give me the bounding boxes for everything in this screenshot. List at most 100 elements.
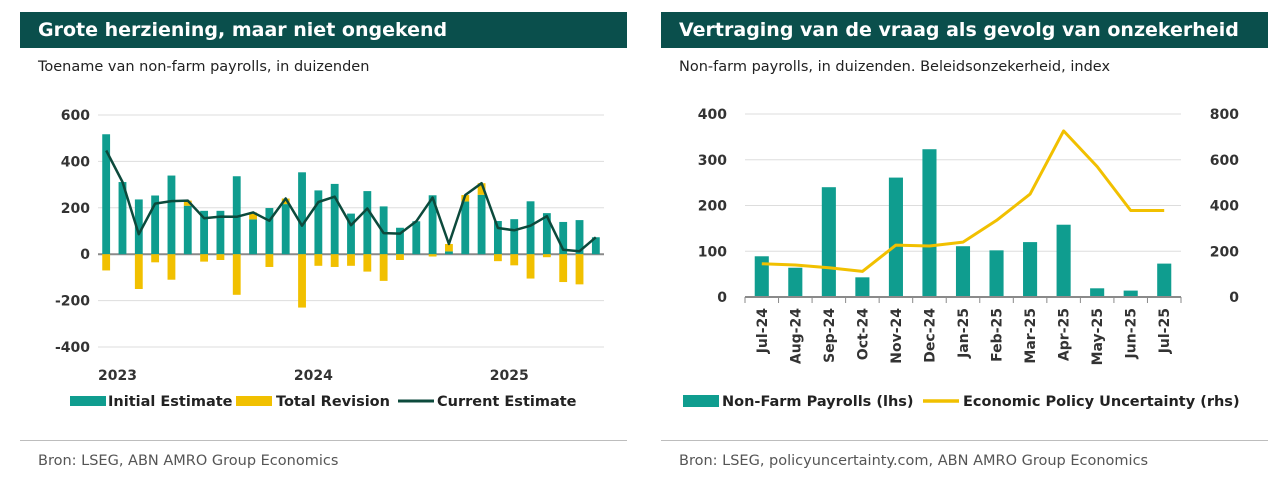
legend-initial-label: Initial Estimate: [108, 394, 233, 410]
total-revision-bar: [167, 254, 176, 280]
total-revision-bar: [330, 254, 339, 267]
initial-estimate-bar: [412, 221, 421, 255]
y-left-tick-label: 300: [698, 153, 727, 169]
y-right-tick-label: 200: [1210, 244, 1239, 260]
y-left-tick-label: 0: [717, 290, 727, 306]
total-revision-bar: [232, 254, 241, 295]
total-revision-bar: [200, 254, 209, 262]
y-tick-label: 600: [61, 108, 90, 124]
left-source: Bron: LSEG, ABN AMRO Group Economics: [38, 453, 339, 469]
initial-estimate-bar: [363, 191, 372, 255]
total-revision-bar: [347, 254, 355, 266]
total-revision-bar: [363, 254, 372, 272]
y-left-tick-label: 400: [698, 107, 727, 123]
payrolls-bar: [1023, 242, 1038, 297]
total-revision-bar: [575, 254, 584, 285]
y-tick-label: 0: [80, 247, 90, 263]
payrolls-bar: [955, 246, 971, 297]
total-revision-bar: [445, 243, 453, 252]
right-chart-svg: 0 100 200 300 400 0 200 400 600 800 Jul-24 Aug-24 Se…: [683, 107, 1240, 410]
payrolls-bar: [754, 256, 769, 297]
x-tick-label: Feb-25: [990, 308, 1006, 362]
payrolls-bar: [788, 267, 803, 297]
total-revision-bar: [526, 254, 535, 279]
initial-estimate-bar: [428, 195, 437, 255]
initial-estimate-bar: [510, 219, 519, 255]
x-tick-label: Aug-24: [788, 308, 804, 364]
initial-estimate-bar: [232, 176, 241, 255]
x-tick-label: Dec-24: [922, 308, 938, 363]
initial-estimate-bar: [216, 210, 225, 255]
legend-payrolls-swatch: [683, 395, 719, 407]
total-revision-bar: [183, 200, 192, 206]
initial-estimate-bar: [330, 183, 339, 255]
initial-estimate-bar: [347, 213, 355, 255]
initial-estimate-bar: [167, 175, 176, 255]
initial-estimate-bar: [445, 251, 453, 255]
initial-estimate-bar: [591, 237, 600, 255]
x-tick-label: 2024: [294, 368, 333, 384]
initial-estimate-bar: [379, 206, 388, 255]
total-revision-bar: [542, 254, 551, 258]
x-tick-label: Apr-25: [1057, 308, 1073, 361]
left-chart-svg: -400 -200 0 200 400 600 2023 2024 2025 Initial Es…: [55, 108, 604, 410]
total-revision-bar: [493, 254, 502, 262]
total-revision-bar: [314, 254, 323, 266]
initial-estimate-bar: [118, 182, 127, 255]
initial-estimate-bar: [526, 201, 535, 255]
legend-current-label: Current Estimate: [437, 394, 577, 410]
x-tick-label: Oct-24: [855, 308, 871, 360]
x-tick-label: 2025: [490, 368, 529, 384]
total-revision-bar: [510, 254, 519, 266]
payrolls-bar: [855, 277, 870, 297]
legend-epu-label: Economic Policy Uncertainty (rhs): [963, 394, 1240, 410]
initial-estimate-bar: [298, 172, 306, 255]
payrolls-bar: [1157, 263, 1172, 297]
right-chart-title: Vertraging van de vraag als gevolg van o…: [661, 12, 1268, 48]
epu-line: [761, 129, 1165, 273]
right-chart-panel: Vertraging van de vraag als gevolg van o…: [661, 12, 1268, 484]
total-revision-bar: [134, 254, 143, 289]
total-revision-bar: [151, 254, 160, 263]
initial-estimate-bar: [281, 204, 290, 255]
initial-estimate-bar: [183, 205, 192, 255]
x-tick-label: Mar-25: [1023, 308, 1039, 364]
x-tick-label: Jan-25: [956, 308, 972, 359]
y-left-tick-label: 200: [698, 199, 727, 215]
initial-estimate-bar: [559, 221, 568, 255]
initial-estimate-bar: [461, 201, 470, 255]
x-tick-label: 2023: [98, 368, 137, 384]
left-divider: [20, 440, 627, 441]
left-chart-panel: Grote herziening, maar niet ongekend Toe…: [20, 12, 627, 484]
payrolls-bar: [888, 177, 903, 297]
payrolls-bar: [1090, 288, 1105, 297]
payrolls-bar: [922, 149, 937, 297]
right-divider: [661, 440, 1268, 441]
initial-estimate-bar: [151, 195, 160, 255]
total-revision-bar: [102, 254, 111, 271]
right-source: Bron: LSEG, policyuncertainty.com, ABN A…: [679, 453, 1149, 469]
total-revision-bar: [265, 254, 274, 267]
y-right-tick-label: 0: [1229, 290, 1239, 306]
y-right-tick-label: 600: [1210, 153, 1239, 169]
total-revision-bar: [281, 198, 290, 205]
y-right-tick-label: 800: [1210, 107, 1239, 123]
right-chart-subtitle: Non-farm payrolls, in duizenden. Beleids…: [679, 59, 1111, 75]
initial-estimate-bar: [102, 134, 111, 255]
legend-payrolls-label: Non-Farm Payrolls (lhs): [722, 394, 914, 410]
y-left-tick-label: 100: [698, 244, 727, 260]
legend-revision-label: Total Revision: [276, 394, 390, 410]
y-tick-label: 400: [61, 154, 90, 170]
x-tick-label: Jun-25: [1124, 308, 1140, 359]
legend-initial-swatch: [70, 396, 106, 406]
initial-estimate-bar: [134, 199, 143, 255]
payrolls-bar: [1123, 290, 1138, 297]
total-revision-bar: [396, 254, 404, 260]
x-tick-label: May-25: [1090, 308, 1106, 365]
total-revision-bar: [298, 254, 306, 308]
y-tick-label: -200: [55, 294, 90, 310]
y-tick-label: -400: [55, 340, 90, 356]
x-tick-label: Sep-24: [822, 308, 838, 363]
initial-estimate-bar: [542, 213, 551, 255]
total-revision-bar: [249, 212, 257, 220]
